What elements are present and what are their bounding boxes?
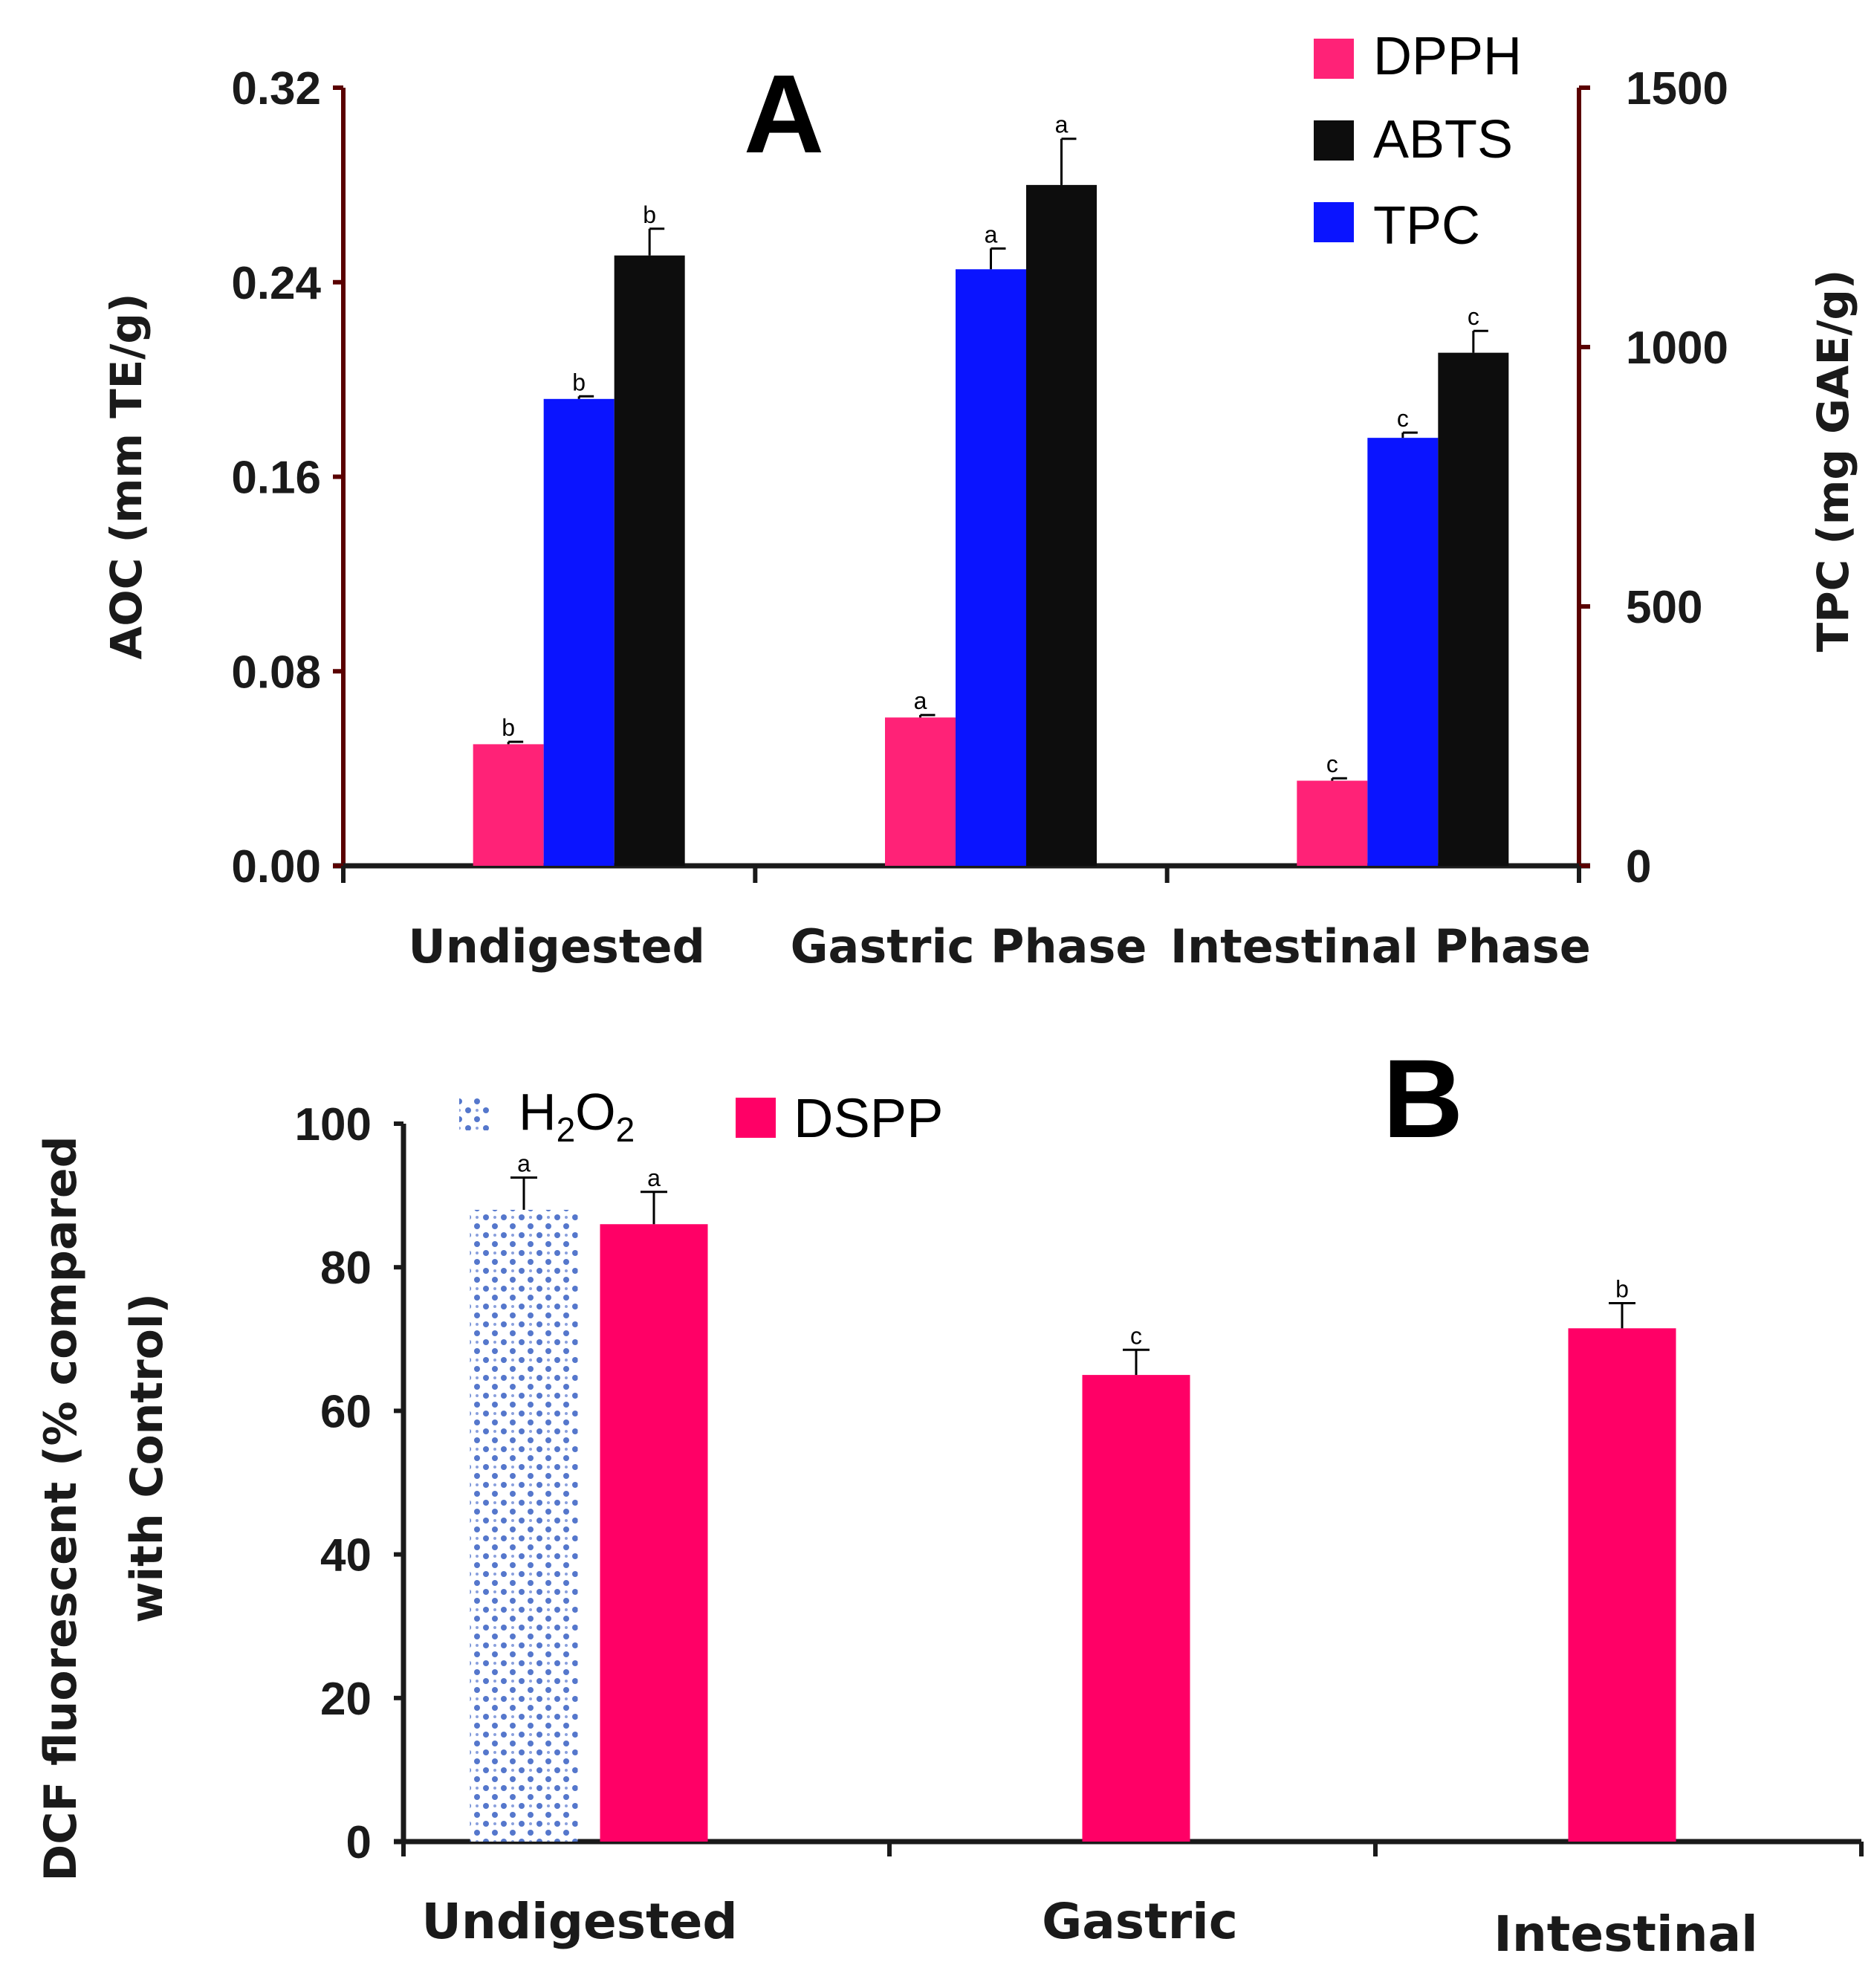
panel-b-category-gastric: Gastric: [1042, 1893, 1238, 1950]
panel-b-category-intestinal: Intestinal: [1494, 1906, 1757, 1963]
legend-swatch-abts: [1314, 120, 1354, 161]
legend-swatch-tpc: [1314, 202, 1354, 242]
panel-b-chart: B 0 20 40 60 80 100 a a c b Undigested Gastric Int…: [35, 1036, 1864, 1963]
sig-letter-abts-gastric-phase: a: [1055, 111, 1069, 138]
panel-b-y-tick-label: 80: [320, 1243, 372, 1294]
bar-dpph-undigested: [473, 744, 544, 866]
panel-a-chart: A 0.00 0.08 0.16 0.24 0.32 0 500 1000 1500 b b b a…: [101, 27, 1858, 974]
sig-letter-h2o2-undigested: a: [517, 1150, 531, 1176]
bar-abts-gastric-phase: [1026, 184, 1097, 866]
bar-abts-intestinal-phase: [1438, 352, 1509, 866]
legend-swatch-dspp: [736, 1098, 776, 1138]
panel-b-y-tick-label: 60: [320, 1386, 372, 1437]
panel-a-left-tick-label: 0.16: [231, 453, 321, 504]
panel-b-legend: H2O2 DSPP: [459, 1083, 944, 1149]
sig-letter-dspp-undigested: a: [647, 1165, 661, 1191]
panel-a-left-tick-label: 0.32: [231, 63, 321, 114]
panel-a-category-labels: Undigested Gastric Phase Intestinal Phase: [408, 919, 1590, 974]
panel-a-legend: DPPH ABTS TPC: [1314, 27, 1522, 256]
panel-b-y-axis-title-line2: with Control): [121, 1293, 173, 1623]
sig-letter-tpc-intestinal-phase: c: [1397, 405, 1409, 432]
panel-a-letter: A: [744, 51, 824, 176]
panel-b-category-labels: Undigested Gastric Intestinal: [421, 1893, 1757, 1963]
bar-tpc-gastric-phase: [956, 269, 1026, 866]
panel-b-category-undigested: Undigested: [421, 1893, 737, 1950]
panel-b-letter: B: [1383, 1036, 1463, 1161]
sig-letter-dspp-intestinal: b: [1615, 1276, 1629, 1303]
legend-label-abts: ABTS: [1373, 110, 1513, 169]
bar-dpph-intestinal-phase: [1297, 780, 1368, 866]
panel-b-y-tick-label: 100: [295, 1099, 372, 1150]
panel-b-y-tick-label: 0: [346, 1817, 372, 1868]
panel-b-bars: a a c b: [470, 1150, 1676, 1842]
panel-b-y-tick-label: 40: [320, 1530, 372, 1581]
panel-a-bars: b b b a a a c c c: [473, 111, 1509, 866]
bar-abts-undigested: [614, 255, 685, 866]
panel-a-left-tick-label: 0.24: [231, 258, 321, 309]
panel-b-y-tick-label: 20: [320, 1674, 372, 1725]
panel-a-right-tick-label: 500: [1626, 582, 1702, 633]
panel-a-left-tick-label: 0.00: [231, 841, 321, 893]
panel-a-category-intestinal-phase: Intestinal Phase: [1170, 919, 1591, 974]
sig-letter-abts-undigested: b: [643, 201, 656, 228]
panel-a-right-tick-label: 0: [1626, 841, 1651, 893]
sig-letter-dspp-gastric: c: [1130, 1322, 1142, 1349]
sig-letter-dpph-gastric-phase: a: [914, 687, 927, 714]
panel-a-x-ticks: [341, 866, 1581, 883]
legend-label-dspp: DSPP: [794, 1087, 944, 1149]
panel-b-y-ticks: 0 20 40 60 80 100: [295, 1099, 403, 1868]
bar-dspp-intestinal: [1568, 1328, 1676, 1842]
bar-h2o2-undigested: [470, 1209, 578, 1842]
sig-letter-tpc-gastric-phase: a: [985, 221, 998, 247]
bar-dpph-gastric-phase: [885, 717, 956, 866]
legend-swatch-h2o2: [459, 1098, 492, 1130]
legend-swatch-dpph: [1314, 39, 1354, 79]
panel-a-right-ticks: 0 500 1000 1500: [1579, 63, 1728, 893]
bar-dspp-undigested: [600, 1224, 708, 1842]
panel-a-right-axis-title: TPC (mg GAE/g): [1808, 270, 1858, 653]
bar-tpc-undigested: [543, 398, 615, 866]
sig-letter-dpph-undigested: b: [502, 714, 515, 741]
panel-a-category-undigested: Undigested: [408, 919, 705, 974]
sig-letter-tpc-undigested: b: [572, 369, 586, 395]
panel-a-left-tick-label: 0.08: [231, 647, 321, 698]
sig-letter-dpph-intestinal-phase: c: [1326, 751, 1338, 777]
panel-a-left-axis-title: AOC (mm TE/g): [101, 294, 152, 660]
bar-tpc-intestinal-phase: [1367, 438, 1439, 866]
sig-letter-abts-intestinal-phase: c: [1468, 303, 1479, 330]
panel-a-left-ticks: 0.00 0.08 0.16 0.24 0.32: [231, 63, 343, 893]
legend-label-h2o2: H2O2: [519, 1083, 635, 1149]
panel-b-x-ticks: [401, 1842, 1864, 1856]
panel-a-right-tick-label: 1500: [1626, 63, 1728, 114]
legend-label-dpph: DPPH: [1373, 27, 1522, 86]
legend-label-tpc: TPC: [1373, 196, 1480, 256]
panel-a-category-gastric-phase: Gastric Phase: [791, 919, 1147, 974]
panel-b-y-axis-title-line1: DCF fluorescent (% compared: [35, 1136, 87, 1881]
panel-a-right-tick-label: 1000: [1626, 323, 1728, 374]
bar-dspp-gastric: [1082, 1375, 1190, 1842]
